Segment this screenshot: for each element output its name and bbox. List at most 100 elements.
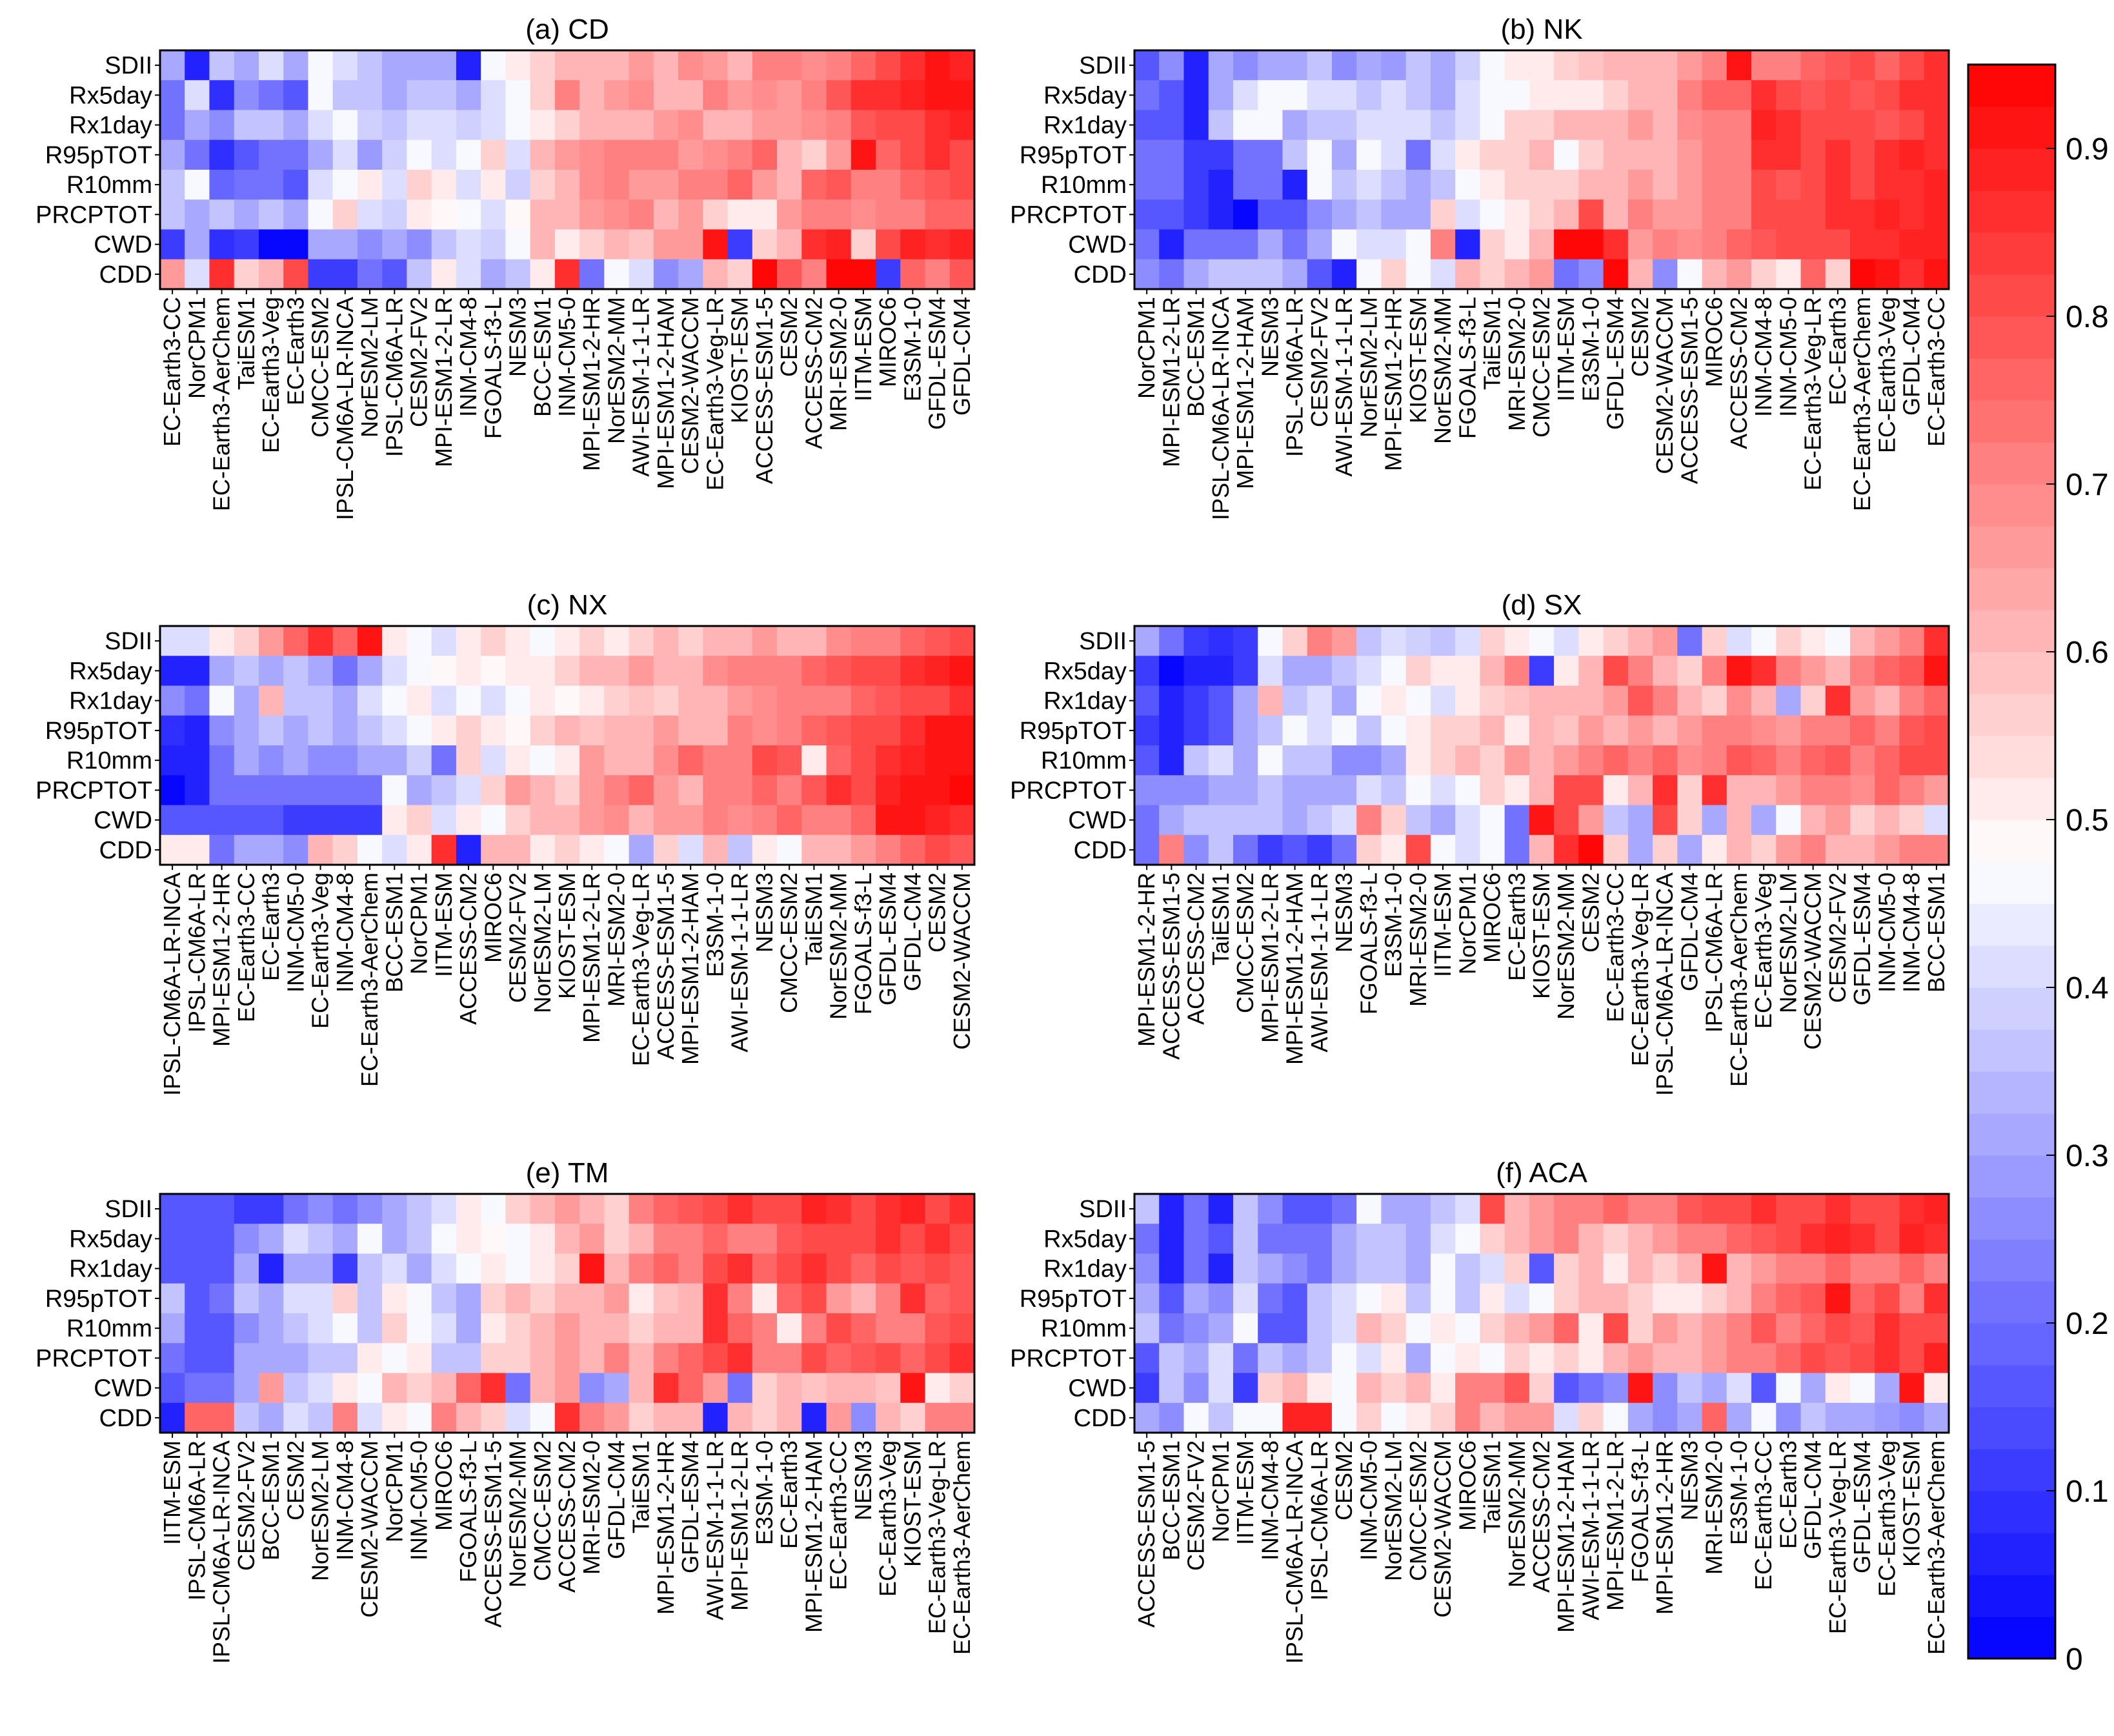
heatmap-cell (678, 775, 703, 806)
x-tick-label: MPI-ESM1-2-HR (1651, 1440, 1678, 1615)
heatmap-cell (1381, 170, 1407, 200)
heatmap-cell (1430, 199, 1456, 230)
x-tick-label: IPSL-CM6A-LR-INCA (332, 297, 358, 520)
heatmap-cell (1776, 229, 1802, 260)
heatmap-cell (283, 1402, 309, 1433)
heatmap-cell (1430, 834, 1456, 865)
x-tick-label: MRI-ESM2-0 (825, 297, 852, 431)
heatmap-cell (1677, 50, 1703, 81)
heatmap-cell (1381, 139, 1407, 170)
heatmap-cell (1183, 229, 1209, 260)
heatmap-cell (308, 1343, 334, 1374)
heatmap-cell (1356, 1283, 1382, 1314)
heatmap-cell (530, 1253, 556, 1284)
heatmap-cell (1356, 1373, 1382, 1404)
heatmap-cell (1825, 1224, 1851, 1255)
heatmap-cell (456, 1343, 481, 1374)
heatmap-cell (1159, 775, 1185, 806)
heatmap-cell (876, 1402, 901, 1433)
heatmap-cell (1554, 259, 1579, 290)
heatmap-cell (1134, 170, 1160, 200)
heatmap-cell (949, 1373, 975, 1404)
heatmap-cell (678, 656, 703, 687)
heatmap-cell (1405, 715, 1431, 746)
heatmap-cell (949, 656, 975, 687)
heatmap-cell (1134, 229, 1160, 260)
heatmap-cell (530, 715, 556, 746)
heatmap-cell (1800, 805, 1826, 836)
heatmap-cell (209, 1224, 235, 1255)
heatmap-cell (332, 110, 358, 141)
heatmap-cell (900, 745, 926, 776)
heatmap-cell (308, 1313, 334, 1344)
heatmap-cell (431, 259, 457, 290)
heatmap-cell (1850, 1283, 1875, 1314)
heatmap-cell (382, 745, 408, 776)
heatmap-cell (1159, 1224, 1185, 1255)
heatmap-cell (876, 229, 901, 260)
heatmap-cell (1134, 685, 1160, 716)
heatmap-cell (653, 775, 679, 806)
heatmap-cell (653, 1283, 679, 1314)
heatmap-cell (258, 1283, 284, 1314)
heatmap-cell (703, 139, 729, 170)
heatmap-cell (530, 834, 556, 865)
x-tick-label: GFDL-CM4 (603, 1440, 629, 1559)
heatmap-cell (1356, 775, 1382, 806)
heatmap-cell (1405, 805, 1431, 836)
heatmap-cell (258, 80, 284, 111)
x-tick-label: MRI-ESM2-0 (1701, 1440, 1727, 1575)
heatmap-cell (530, 1402, 556, 1433)
heatmap-cell (1603, 229, 1629, 260)
heatmap-cell (1282, 80, 1308, 111)
x-tick-label: CMCC-ESM2 (1405, 1440, 1431, 1581)
heatmap-cell (431, 775, 457, 806)
heatmap-cell (876, 1313, 901, 1344)
heatmap-cell (1208, 199, 1234, 230)
colorbar-segment (1968, 65, 2055, 107)
heatmap-cell (629, 656, 654, 687)
heatmap-cell (505, 1283, 531, 1314)
heatmap-cell (579, 1402, 605, 1433)
heatmap-cell (1702, 1313, 1727, 1344)
heatmap-cell (1455, 626, 1480, 656)
heatmap-cell (407, 834, 432, 865)
heatmap-cell (1627, 1194, 1653, 1224)
heatmap-cell (1751, 626, 1777, 656)
x-tick-label: EC-Earth3-Veg-LR (628, 873, 654, 1066)
x-tick-label: ACCESS-ESM1-5 (1158, 873, 1184, 1060)
y-tick-label: CDD (1074, 837, 1127, 864)
heatmap-cell (1307, 715, 1333, 746)
heatmap-cell (1331, 626, 1357, 656)
heatmap-cell (357, 1224, 383, 1255)
heatmap-cell (1924, 626, 1949, 656)
colorbar-segment (1968, 1197, 2055, 1240)
heatmap-cell (752, 139, 778, 170)
heatmap-cell (1529, 805, 1555, 836)
heatmap-cell (752, 229, 778, 260)
heatmap-cell (1208, 685, 1234, 716)
heatmap-cell (629, 834, 654, 865)
x-tick-label: ACCESS-ESM1-5 (751, 297, 778, 484)
heatmap-cell (357, 715, 383, 746)
heatmap-cell (185, 1343, 210, 1374)
y-tick-label: SDII (1079, 52, 1127, 79)
heatmap-cell (949, 1194, 975, 1224)
heatmap-cell (1233, 1402, 1258, 1433)
heatmap-cell (1208, 834, 1234, 865)
heatmap-cell (727, 1313, 753, 1344)
heatmap-cell (1776, 834, 1802, 865)
heatmap-cell (1258, 626, 1284, 656)
heatmap-cell (1751, 715, 1777, 746)
heatmap-cell (1800, 834, 1826, 865)
heatmap-cell (1381, 50, 1407, 81)
x-tick-label: E3SM-1-0 (701, 873, 728, 977)
heatmap-cell (1455, 110, 1480, 141)
heatmap-cell (1405, 834, 1431, 865)
heatmap-cell (258, 1194, 284, 1224)
heatmap-cell (357, 1343, 383, 1374)
heatmap-cell (1208, 1313, 1234, 1344)
heatmap-cell (1776, 775, 1802, 806)
heatmap-cell (1850, 170, 1875, 200)
colorbar-segment (1968, 820, 2055, 862)
